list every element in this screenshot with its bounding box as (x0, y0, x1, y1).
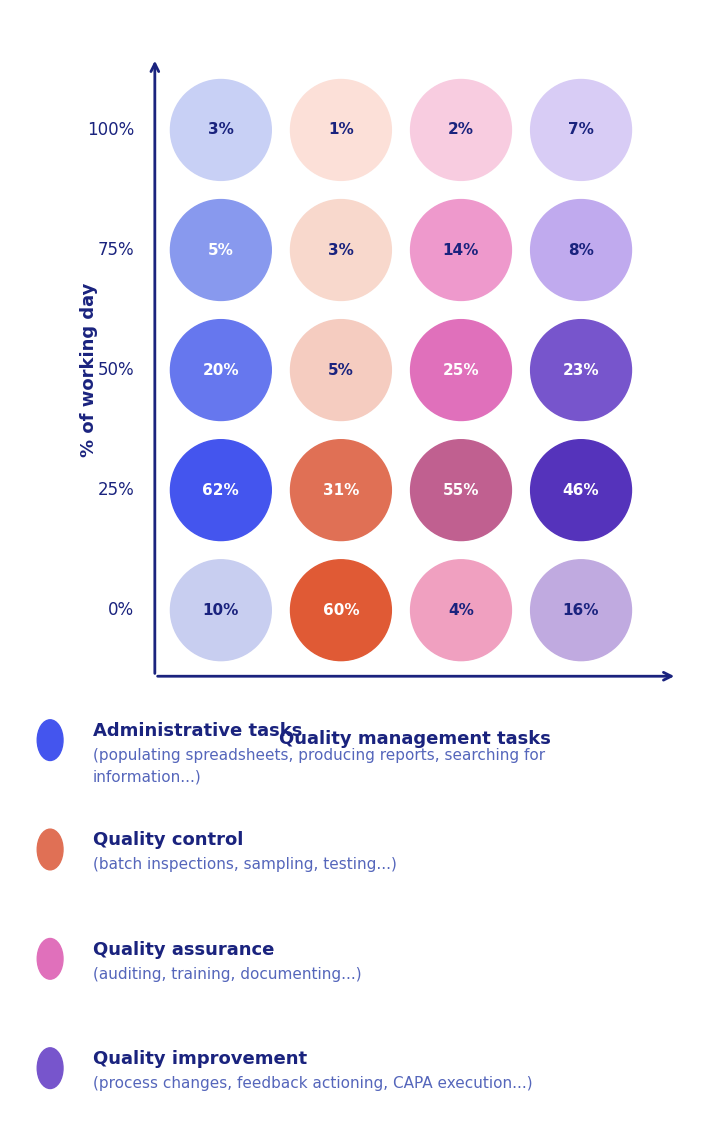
Text: 16%: 16% (563, 602, 599, 618)
Text: 5%: 5% (328, 363, 354, 377)
Text: 3%: 3% (328, 243, 354, 258)
Text: 50%: 50% (98, 362, 135, 379)
Text: % of working day: % of working day (79, 282, 98, 458)
Text: 23%: 23% (563, 363, 599, 377)
Text: Quality management tasks: Quality management tasks (279, 730, 551, 748)
Text: (populating spreadsheets, producing reports, searching for
information...): (populating spreadsheets, producing repo… (93, 748, 545, 784)
Text: Quality control: Quality control (93, 832, 243, 850)
Text: 7%: 7% (568, 122, 594, 138)
Circle shape (410, 79, 511, 181)
Circle shape (291, 79, 392, 181)
Text: Administrative tasks: Administrative tasks (93, 722, 302, 740)
Circle shape (170, 79, 271, 181)
Text: 31%: 31% (323, 483, 359, 497)
Text: 3%: 3% (208, 122, 234, 138)
Circle shape (291, 559, 392, 661)
Circle shape (531, 79, 632, 181)
Text: 2%: 2% (448, 122, 474, 138)
Text: 10%: 10% (203, 602, 239, 618)
Text: (auditing, training, documenting...): (auditing, training, documenting...) (93, 967, 362, 982)
Text: 0%: 0% (108, 601, 135, 619)
Text: (batch inspections, sampling, testing...): (batch inspections, sampling, testing...… (93, 858, 397, 872)
Text: 55%: 55% (442, 483, 479, 497)
Circle shape (291, 320, 392, 420)
Text: 14%: 14% (442, 243, 479, 258)
Text: 60%: 60% (323, 602, 359, 618)
Circle shape (531, 200, 632, 301)
Text: 4%: 4% (448, 602, 474, 618)
Circle shape (410, 559, 511, 661)
Circle shape (291, 440, 392, 540)
Text: 5%: 5% (208, 243, 234, 258)
Text: Quality assurance: Quality assurance (93, 941, 274, 958)
Circle shape (410, 200, 511, 301)
Circle shape (170, 320, 271, 420)
Circle shape (531, 440, 632, 540)
Circle shape (170, 440, 271, 540)
Text: 100%: 100% (87, 121, 135, 139)
Circle shape (410, 440, 511, 540)
Text: 25%: 25% (97, 481, 135, 499)
Text: 25%: 25% (442, 363, 479, 377)
Text: 62%: 62% (203, 483, 239, 497)
Text: Quality improvement: Quality improvement (93, 1050, 307, 1068)
Circle shape (170, 559, 271, 661)
Circle shape (410, 320, 511, 420)
Text: 75%: 75% (98, 241, 135, 259)
Circle shape (531, 559, 632, 661)
Text: 20%: 20% (203, 363, 239, 377)
Text: 8%: 8% (568, 243, 594, 258)
Circle shape (531, 320, 632, 420)
Text: 1%: 1% (328, 122, 354, 138)
Circle shape (291, 200, 392, 301)
Text: 46%: 46% (563, 483, 599, 497)
Text: (process changes, feedback actioning, CAPA execution...): (process changes, feedback actioning, CA… (93, 1076, 533, 1092)
Circle shape (170, 200, 271, 301)
